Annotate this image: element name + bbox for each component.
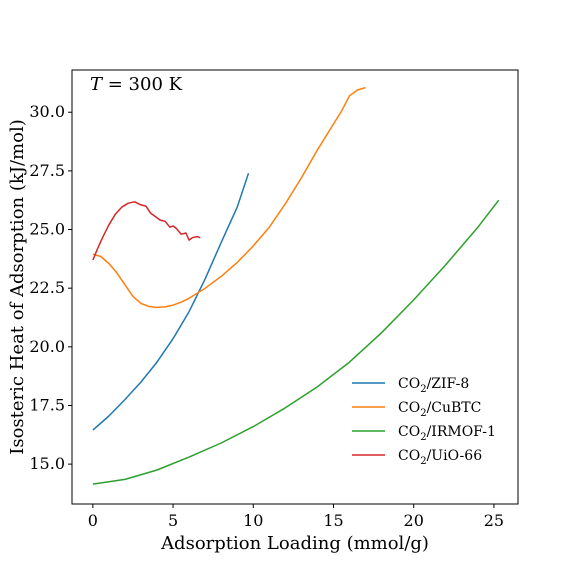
x-tick-label: 15 [323,511,343,530]
y-tick-label: 17.5 [29,395,65,414]
x-tick-label: 25 [484,511,504,530]
x-tick-label: 0 [88,511,98,530]
y-axis-label: Isosteric Heat of Adsorption (kJ/mol) [7,119,28,455]
series-line-cubtc [92,86,366,309]
legend-label: CO2/ZIF-8 [398,376,469,395]
y-tick-label: 15.0 [29,454,65,473]
y-tick-label: 25.0 [29,220,65,239]
x-tick-label: 20 [404,511,424,530]
legend-item: CO2/IRMOF-1 [352,424,496,443]
legend-label: CO2/UiO-66 [398,448,482,467]
x-axis-label: Adsorption Loading (mmol/g) [160,533,429,554]
series-line-zif-8 [92,172,250,431]
series-line-irmof-1 [92,199,500,485]
y-tick-label: 20.0 [29,337,65,356]
annotation-variable: T [90,74,104,95]
x-axis-ticks: 0 5 10 15 20 25 [88,504,504,530]
legend: CO2/ZIF-8 CO2/CuBTC CO2/IRMOF-1 CO2/UiO-66 [352,376,496,467]
x-tick-label: 10 [243,511,263,530]
y-tick-label: 22.5 [29,278,65,297]
temperature-annotation: T = 300 K [90,74,183,95]
x-tick-label: 5 [168,511,178,530]
series-line-uio-66 [92,201,201,261]
y-axis-ticks: 15.0 17.5 20.0 22.5 25.0 27.5 30.0 [29,102,72,473]
y-tick-label: 27.5 [29,161,65,180]
annotation-value: = 300 K [102,74,183,95]
legend-label: CO2/IRMOF-1 [398,424,496,443]
series-lines [92,86,500,485]
legend-label: CO2/CuBTC [398,400,481,419]
legend-item: CO2/CuBTC [352,400,481,419]
plot-frame [71,69,519,505]
y-tick-label: 30.0 [29,102,65,121]
legend-item: CO2/ZIF-8 [352,376,469,395]
legend-item: CO2/UiO-66 [352,448,482,467]
